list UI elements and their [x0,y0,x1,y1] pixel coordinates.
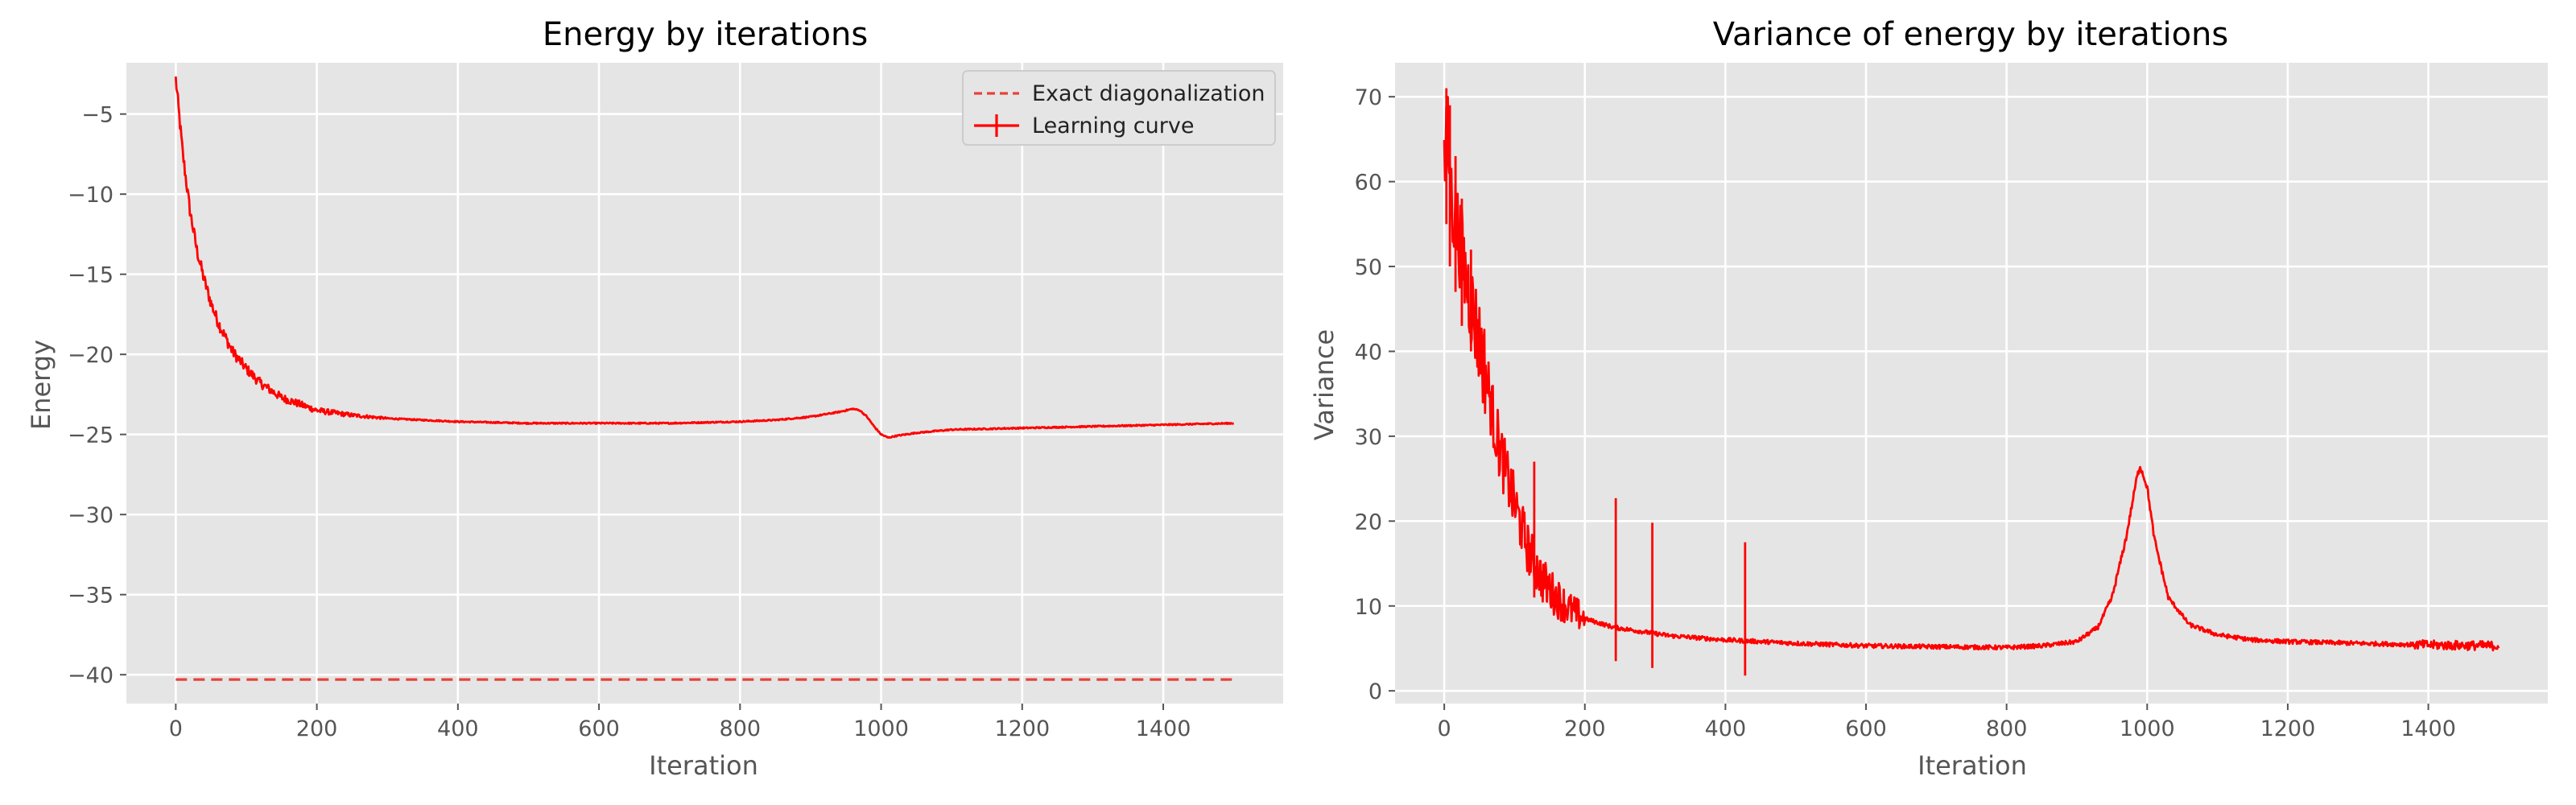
energy-y-tick-label: −20 [68,343,114,368]
energy-x-tick-label: 1000 [853,716,909,741]
variance-x-tick-label: 400 [1705,716,1747,741]
variance-y-axis-label: Variance [1309,329,1340,440]
variance-x-tick-label: 1000 [2120,716,2175,741]
energy-chart-panel: 0 200 400 600 800 1000 1200 1400 −5 −10 −15 −20 −25 −… [26,16,1283,781]
energy-y-axis-label: Energy [26,340,56,430]
energy-y-tick-label: −30 [68,503,114,528]
variance-y-tick-label: 0 [1368,679,1382,704]
variance-y-tick-label: 60 [1355,171,1382,196]
energy-x-tick-label: 400 [437,716,479,741]
variance-x-tick-label: 600 [1845,716,1887,741]
energy-y-tick-label: −35 [68,584,114,609]
variance-chart-title: Variance of energy by iterations [1713,16,2228,53]
legend-label-exact-diagonalization: Exact diagonalization [1032,81,1265,106]
energy-y-tick-label: −10 [68,183,114,208]
variance-x-tick-label: 200 [1564,716,1606,741]
energy-x-tick-label: 1200 [994,716,1050,741]
energy-x-tick-label: 0 [169,716,183,741]
energy-x-tick-label: 200 [296,716,338,741]
variance-series-line [1443,96,2500,652]
variance-y-tick-label: 10 [1355,595,1382,620]
variance-y-tick-label: 70 [1355,85,1382,110]
variance-y-tick-label: 20 [1355,510,1382,535]
energy-axes-background [126,63,1283,704]
variance-y-tick-label: 30 [1355,425,1382,450]
variance-y-tick-label: 40 [1355,340,1382,365]
variance-plot-area: 0 200 400 600 800 1000 1200 1400 0 10 20 30 40 50 60 70 [1355,63,2548,741]
energy-chart-title: Energy by iterations [543,16,868,53]
energy-x-tick-label: 800 [720,716,762,741]
energy-plot-area: 0 200 400 600 800 1000 1200 1400 −5 −10 −15 −20 −25 −… [68,63,1283,741]
energy-y-tick-label: −40 [68,663,114,688]
energy-y-tick-label: −25 [68,423,114,448]
variance-x-tick-label: 1200 [2260,716,2316,741]
energy-y-tick-label: −5 [81,103,114,128]
energy-x-tick-label: 600 [578,716,620,741]
legend-frame [962,70,1276,146]
energy-legend: Exact diagonalization Learning curve [962,70,1276,146]
variance-x-tick-label: 0 [1438,716,1451,741]
energy-y-tick-label: −15 [68,263,114,288]
energy-series-learning-curve [174,76,1235,439]
variance-x-tick-label: 1400 [2401,716,2456,741]
legend-label-learning-curve: Learning curve [1032,114,1194,138]
energy-x-axis-label: Iteration [649,750,758,781]
variance-y-tick-label: 50 [1355,255,1382,280]
variance-chart-panel: 0 200 400 600 800 1000 1200 1400 0 10 20 30 40 50 60 70… [1309,16,2548,781]
variance-x-axis-label: Iteration [1918,750,2027,781]
energy-x-tick-label: 1400 [1136,716,1191,741]
variance-x-tick-label: 800 [1986,716,2028,741]
variance-axes-background [1395,63,2548,704]
